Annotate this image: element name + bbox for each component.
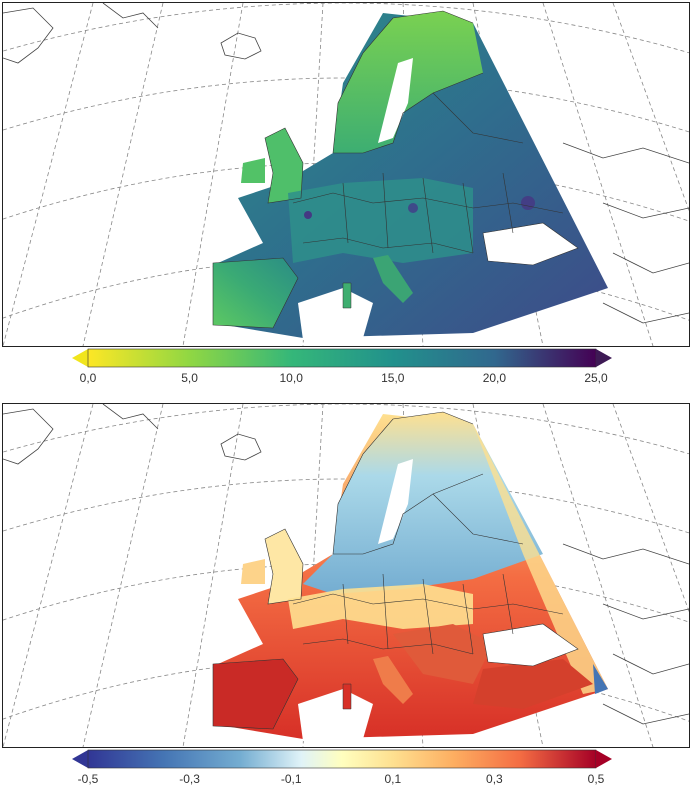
bottom-tick-5: 0,5: [587, 772, 605, 786]
bottom-colorbar: -0,5 -0,3 -0,1 0,1 0,3 0,5: [72, 748, 612, 790]
top-islands: [342, 282, 352, 309]
bottom-map-panel: [2, 403, 690, 748]
bottom-uk: [265, 529, 303, 604]
top-map-panel: [2, 2, 690, 347]
top-italy: [373, 255, 413, 303]
bottom-tick-3: 0,1: [384, 772, 402, 786]
bottom-tick-1: -0,3: [179, 772, 200, 786]
top-borders: [212, 10, 579, 329]
top-ireland: [241, 158, 265, 183]
bottom-italy: [373, 656, 413, 704]
bottom-colorbar-svg: [72, 749, 612, 769]
bottom-north: [303, 412, 543, 594]
bottom-colorbar-high-arrow: [596, 750, 612, 768]
bottom-tick-0: -0,5: [77, 772, 99, 786]
bottom-mediterranean: [298, 689, 373, 741]
outer-coastlines: [3, 404, 689, 725]
top-colorbar: 0,0 5,0 10,0 15,0 20,0 25,0: [72, 347, 612, 387]
top-tick-5: 25,0: [584, 371, 608, 385]
bottom-tick-4: 0,3: [486, 772, 503, 786]
bottom-east-strip: [473, 424, 608, 694]
bottom-map-svg: [3, 404, 689, 747]
bottom-iberia: [213, 659, 298, 729]
bottom-balkans: [393, 624, 493, 684]
bottom-baltic: [378, 459, 413, 544]
outer-coastlines: [3, 3, 689, 324]
top-tick-1: 5,0: [181, 371, 198, 385]
top-colorbar-ramp: [87, 348, 597, 368]
bottom-black-sea: [483, 624, 578, 666]
top-tick-3: 15,0: [381, 371, 405, 385]
bottom-turkey: [473, 659, 593, 709]
top-central: [288, 178, 473, 263]
top-tick-4: 20,0: [482, 371, 507, 385]
bottom-borders: [212, 411, 579, 730]
bottom-islands: [342, 683, 352, 710]
bottom-central: [288, 584, 473, 629]
top-colorbar-high-arrow: [596, 349, 612, 367]
bottom-tick-2: -0,1: [280, 772, 302, 786]
top-baltic: [378, 58, 413, 143]
top-mediterranean: [298, 288, 373, 340]
top-colorbar-low-arrow: [72, 349, 88, 367]
top-tick-0: 0,0: [79, 371, 97, 385]
top-hotspot-1: [408, 203, 418, 213]
top-iberia: [213, 258, 298, 328]
top-map-svg: [3, 3, 689, 346]
bottom-ireland: [241, 559, 265, 584]
bottom-colorbar-low-arrow: [72, 750, 88, 768]
top-hotspot-3: [304, 211, 312, 219]
top-uk: [265, 128, 303, 203]
bottom-east-corner: [593, 664, 608, 694]
top-tick-2: 10,0: [279, 371, 303, 385]
top-hotspot-2: [521, 196, 535, 210]
top-black-sea: [483, 223, 578, 265]
bottom-colorbar-ramp: [87, 749, 597, 769]
top-colorbar-svg: [72, 348, 612, 368]
